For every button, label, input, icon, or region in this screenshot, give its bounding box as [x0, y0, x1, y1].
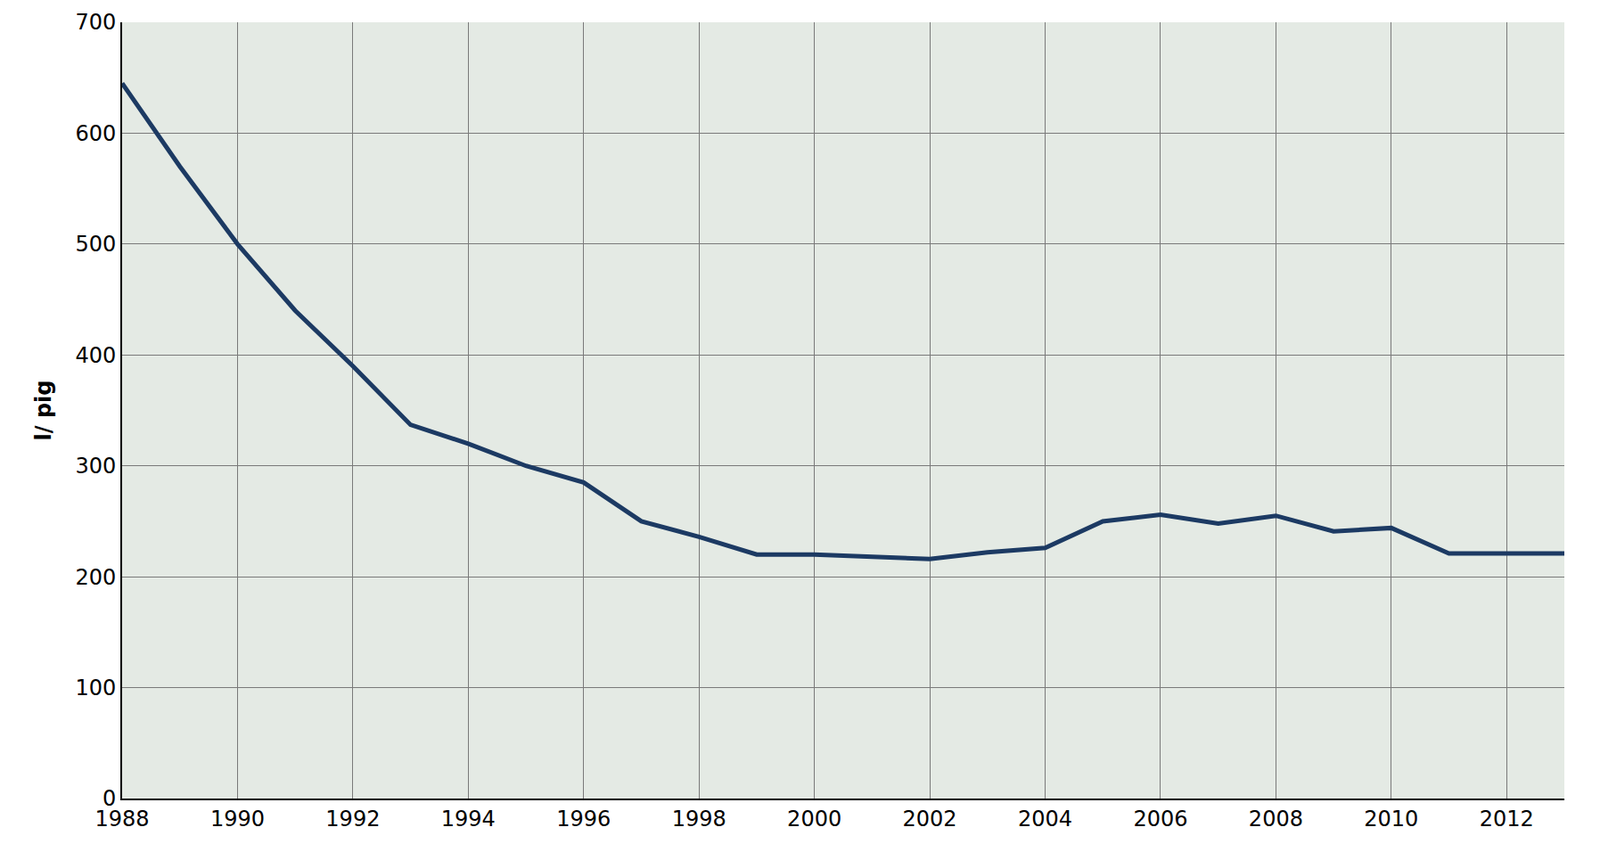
svg-text:700: 700	[74, 9, 116, 35]
svg-text:2010: 2010	[1363, 806, 1419, 832]
svg-text:2012: 2012	[1479, 806, 1535, 832]
svg-text:l/ pig: l/ pig	[31, 380, 57, 442]
svg-text:600: 600	[74, 121, 116, 147]
svg-text:1992: 1992	[325, 806, 380, 832]
svg-text:2004: 2004	[1017, 806, 1073, 832]
svg-text:1996: 1996	[556, 806, 611, 832]
svg-text:2000: 2000	[787, 806, 842, 832]
svg-text:400: 400	[74, 343, 116, 369]
svg-text:0: 0	[102, 786, 116, 812]
svg-text:2006: 2006	[1132, 806, 1188, 832]
svg-text:2008: 2008	[1248, 806, 1304, 832]
svg-text:1998: 1998	[672, 806, 727, 832]
svg-text:1988: 1988	[94, 806, 149, 832]
svg-text:2002: 2002	[902, 806, 958, 832]
svg-text:500: 500	[74, 231, 116, 257]
svg-text:200: 200	[74, 565, 116, 591]
svg-text:100: 100	[74, 675, 116, 701]
svg-text:300: 300	[74, 453, 116, 479]
svg-text:1994: 1994	[441, 806, 496, 832]
svg-text:1990: 1990	[210, 806, 265, 832]
